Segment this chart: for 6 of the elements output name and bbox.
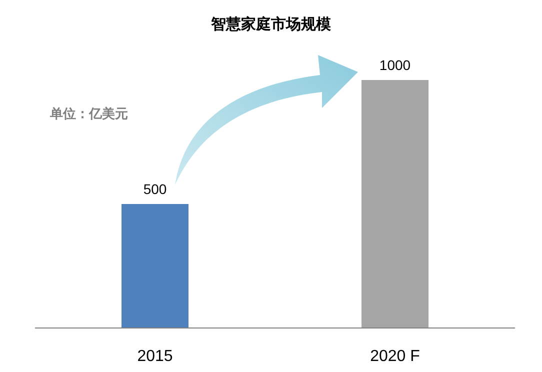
x-tick-label: 2015 (137, 348, 173, 365)
data-label: 500 (143, 181, 167, 197)
chart-title: 智慧家庭市场规模 (210, 15, 332, 33)
data-label: 1000 (379, 57, 411, 73)
x-tick-label: 2020 F (370, 348, 420, 365)
annotation: 单位：亿美元 (49, 106, 128, 121)
